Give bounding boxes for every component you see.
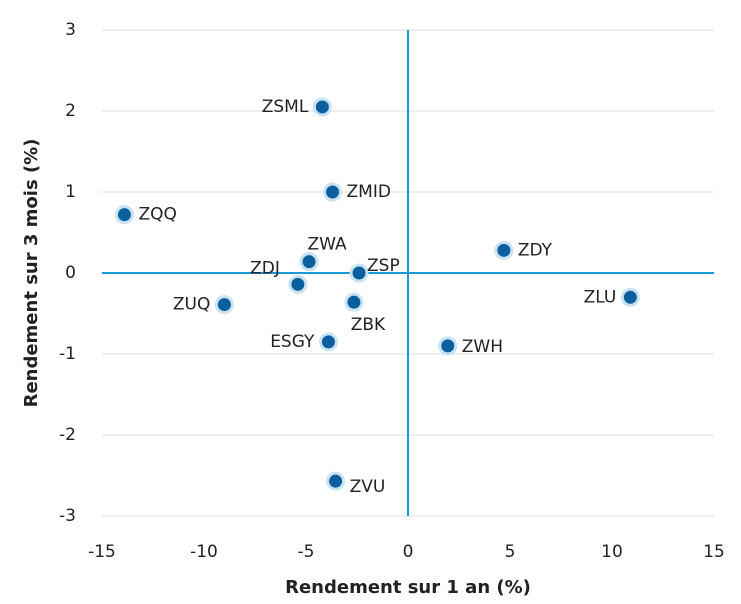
point [620, 287, 640, 307]
x-tick-label: 15 [703, 542, 725, 562]
point [349, 263, 369, 283]
point-label: ZMID [347, 182, 391, 202]
y-tick-label: -1 [59, 344, 76, 364]
point-label: ZDY [518, 240, 553, 260]
point [318, 332, 338, 352]
point [288, 274, 308, 294]
x-tick-label: -5 [298, 542, 315, 562]
point-label: ZSML [262, 97, 309, 117]
point [312, 97, 332, 117]
point [299, 252, 319, 272]
y-tick-label: -2 [59, 425, 76, 445]
point-label: ZLU [584, 287, 617, 307]
point [326, 471, 346, 491]
point [344, 292, 364, 312]
x-tick-label: -15 [88, 542, 116, 562]
point-label: ZUQ [173, 295, 210, 315]
x-tick-label: 0 [403, 542, 414, 562]
point [214, 295, 234, 315]
point-label: ZDJ [250, 258, 280, 278]
x-tick-label: 10 [601, 542, 623, 562]
y-axis-title: Rendement sur 3 mois (%) [21, 139, 42, 408]
x-tick-label: -10 [190, 542, 218, 562]
x-axis-title: Rendement sur 1 an (%) [285, 577, 531, 598]
point-label: ZVU [350, 477, 386, 497]
y-tick-label: 3 [65, 20, 76, 40]
point-label: ZWA [307, 235, 347, 255]
point [494, 240, 514, 260]
y-tick-label: -3 [59, 506, 76, 526]
y-tick-label: 2 [65, 101, 76, 121]
point-label: ESGY [270, 332, 315, 352]
y-tick-label: 1 [65, 182, 76, 202]
point [323, 182, 343, 202]
point-label: ZWH [462, 337, 503, 357]
y-tick-label: 0 [65, 263, 76, 283]
point-label: ZBK [351, 315, 386, 335]
point [114, 205, 134, 225]
point [438, 336, 458, 356]
point-label: ZSP [367, 256, 400, 276]
x-tick-label: 5 [505, 542, 516, 562]
point-label: ZQQ [138, 205, 176, 225]
